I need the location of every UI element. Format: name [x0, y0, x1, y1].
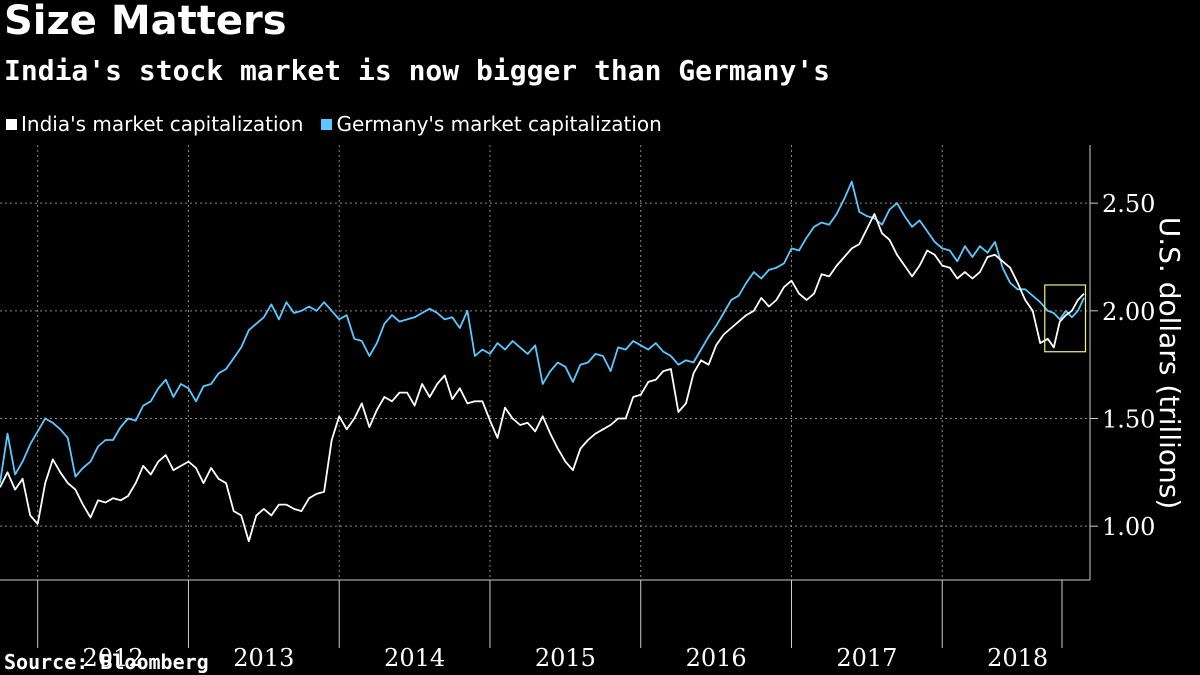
legend-item-germany: Germany's market capitalization: [321, 112, 662, 136]
x-tick-label: 2013: [233, 644, 294, 672]
legend: India's market capitalization Germany's …: [6, 112, 662, 136]
grid-lines: [0, 145, 1090, 580]
legend-label-germany: Germany's market capitalization: [336, 112, 662, 136]
chart-title: Size Matters: [4, 0, 287, 44]
legend-label-india: India's market capitalization: [21, 112, 304, 136]
x-tick-label: 2015: [535, 644, 596, 672]
legend-swatch-germany: [321, 118, 333, 130]
y-axis-label: U.S. dollars (trillions): [1153, 217, 1186, 510]
y-tick-label: 2.50: [1102, 190, 1155, 218]
x-tick-label: 2017: [836, 644, 897, 672]
series-lines: [0, 180, 1085, 543]
germany-series-line: [0, 180, 1085, 484]
x-tick-label: 2012: [83, 644, 144, 672]
y-tick-label: 1.00: [1102, 513, 1155, 541]
y-tick-label: 1.50: [1102, 405, 1155, 433]
legend-swatch-india: [6, 118, 17, 130]
chart-subtitle: India's stock market is now bigger than …: [4, 54, 831, 87]
source-note: Source: Bloomberg: [4, 650, 209, 674]
annotations: [1044, 284, 1087, 353]
x-tick-label: 2014: [384, 644, 445, 672]
x-tick-label: 2018: [987, 644, 1048, 672]
x-tick-label: 2016: [686, 644, 747, 672]
axes: 1.00 1.50 2.00 2.50 2012 2013 2014 2015 2016 2017…: [0, 145, 1155, 672]
legend-item-india: India's market capitalization: [6, 112, 303, 136]
highlight-box: [1044, 284, 1087, 353]
india-series-line: [0, 212, 1085, 543]
y-tick-label: 2.00: [1102, 298, 1155, 326]
